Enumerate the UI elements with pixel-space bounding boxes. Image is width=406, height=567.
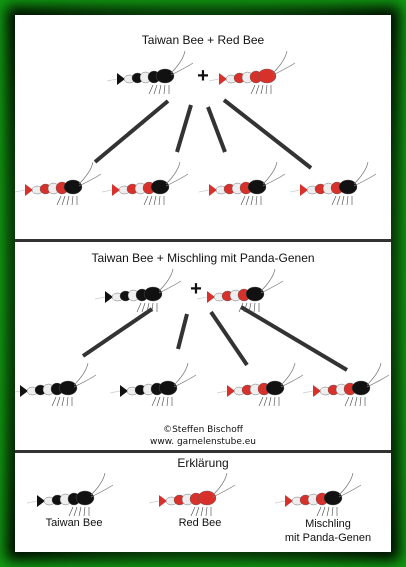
legend-mischling-shrimp [274,472,362,517]
legend-title: Erklärung [177,456,229,470]
section-divider-2 [15,450,391,453]
offspring2-shrimp-1 [15,362,97,407]
legend-red-bee-shrimp [148,472,236,517]
offspring2-shrimp-4 [302,362,390,407]
offspring-shrimp-4 [289,161,377,206]
credit-copyright: ©Steffen Bischoff [163,425,243,435]
offspring2-shrimp-3 [216,362,304,407]
offspring-shrimp-3 [198,161,286,206]
shrimp-layer [15,50,390,517]
legend-label-taiwan-bee: Taiwan Bee [45,517,103,529]
parent-red-bee-shrimp [208,50,296,95]
credit-website: www. garnelenstube.eu [149,437,256,447]
parent-taiwan-bee-shrimp-2 [94,268,182,313]
legend-label-mischling: Mischling mit Panda-Genen [284,518,372,544]
offspring2-shrimp-2 [109,362,197,407]
section1-title: Taiwan Bee + Red Bee [141,33,265,47]
offspring-shrimp-2 [101,161,189,206]
section2-title: Taiwan Bee + Mischling mit Panda-Genen [91,251,315,265]
section-divider-1 [15,239,391,242]
legend-label-red-bee: Red Bee [178,517,222,529]
section1-plus-sign: + [197,65,209,87]
section2-plus-sign: + [190,278,202,300]
parent-taiwan-bee-shrimp [106,50,194,95]
legend-taiwan-bee-shrimp [26,472,114,517]
offspring-shrimp-1 [15,161,102,206]
cross-lines [81,98,349,372]
diagram-panel: Taiwan Bee + Red Bee + Taiwan Bee + Misc… [15,15,391,552]
parent-mischling-shrimp [196,268,284,313]
